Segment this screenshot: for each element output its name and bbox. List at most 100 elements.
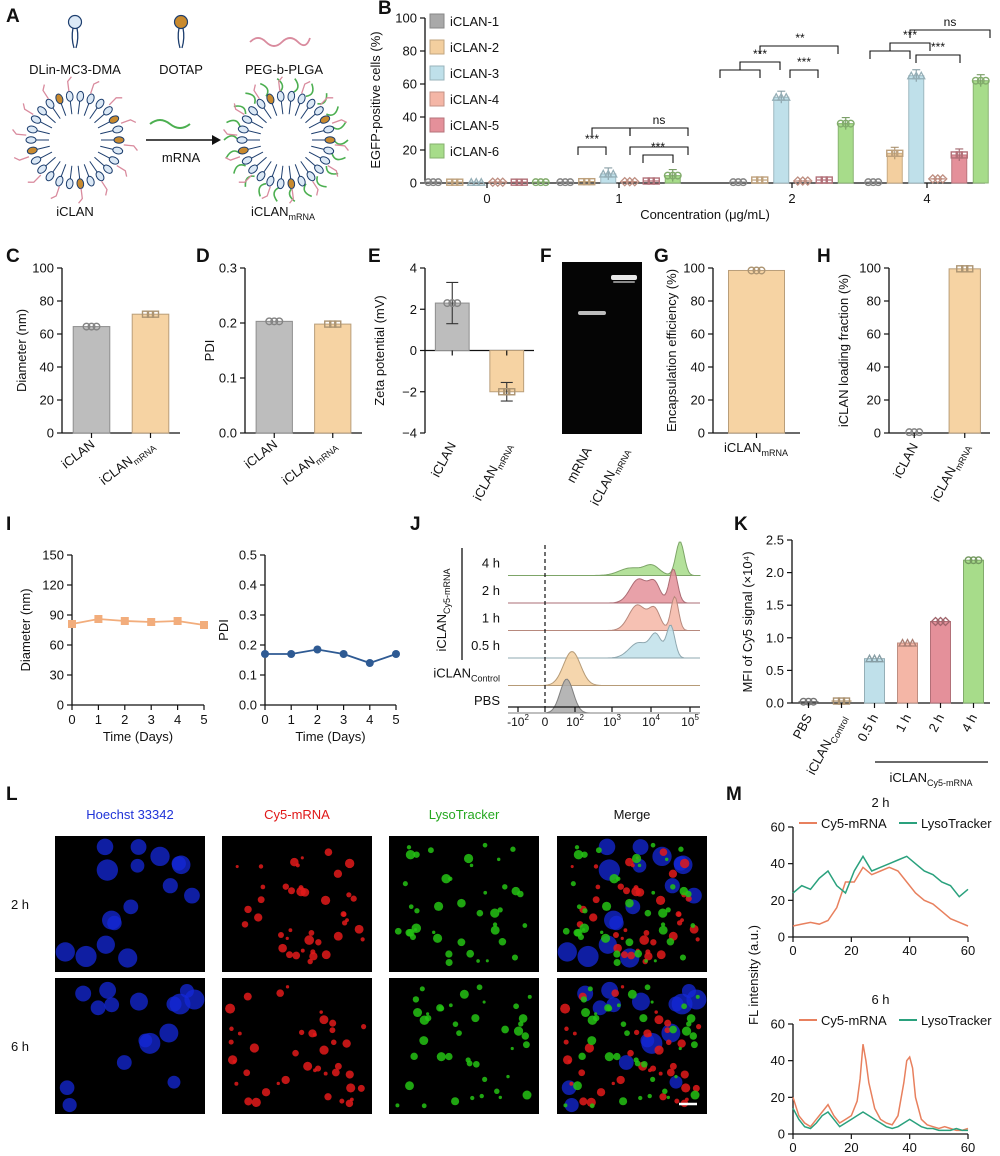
mrna-strand [259,82,269,97]
y-tick-label: 40 [40,360,54,375]
lipid-head [314,164,324,174]
fluorescence-spot [498,1095,503,1100]
fluorescence-spot [621,951,628,959]
fluorescence-spot [307,958,313,965]
fluorescence-spot [456,1030,462,1036]
fluorescence-spot [445,1052,453,1061]
data-point [424,178,433,187]
fluorescence-spot [342,1039,351,1048]
fluorescence-spot [395,1103,400,1108]
y-tick-label: 0 [874,426,881,441]
fluorescence-spot [580,996,588,1003]
lipid-icon [173,14,189,30]
x-tick-label: 20 [844,1140,858,1155]
lipid-head [26,146,38,155]
significance-bracket [869,50,911,59]
fluorescence-spot [666,1068,675,1077]
data-point [265,317,274,326]
x-tick-label: iCLAN [890,440,921,480]
row-label: PBS [474,693,500,708]
fluorescence-spot [664,857,669,862]
fluorescence-spot [476,909,484,917]
lipid-head [95,98,105,109]
fluorescence-spot [479,1093,484,1099]
fluorescence-spot [427,847,434,854]
fluorescence-spot [579,1097,588,1106]
fluorescence-spot [647,1093,652,1099]
fluorescence-spot [658,908,668,918]
y-tick-label: 60 [867,327,881,342]
data-point [739,178,748,187]
fluorescence-spot [567,1059,572,1064]
row-label: 0.5 h [471,638,500,653]
fluorescence-spot [689,1032,698,1040]
fluorescence-spot [592,1014,600,1022]
fluorescence-spot [130,858,145,873]
significance-bracket [629,146,689,155]
y-tick-label: 0.4 [239,578,257,593]
fluorescence-spot [482,1076,488,1082]
data-point [846,119,855,128]
fluorescence-spot [592,1000,608,1016]
data-point [583,177,591,186]
fluorescence-spot [59,1080,75,1095]
lipid-head [241,156,253,165]
row-label: iCLANControl [433,666,500,684]
data-point [92,322,101,331]
fluorescence-spot [600,930,604,935]
mrna-strand [244,175,255,187]
data-point [751,176,759,184]
fluorescence-spot [631,992,650,1011]
arrow-right-icon [212,135,221,145]
peg-chain [327,165,339,177]
fluorescence-spot [510,1046,514,1051]
peg-chain [116,165,128,177]
fluorescence-spot [650,842,656,848]
fluorescence-spot [497,907,503,913]
y-axis-label: Encapsulation efficiency (%) [664,269,679,432]
peg-chain [22,103,34,115]
bar [773,96,790,184]
peg-chain [50,186,60,200]
component-label: DLin-MC3-DMA [29,62,121,77]
data-point [937,173,948,184]
x-tick-label: 103 [603,713,621,729]
fluorescence-spot [344,858,355,869]
gel-band [578,311,606,315]
data-point [598,169,608,178]
lipid-head [45,171,55,182]
lane-label: iCLANmRNA [587,444,633,509]
fluorescence-spot [631,853,642,864]
y-axis-label: PDI [202,340,217,362]
data-point [902,638,913,647]
x-axis-label: Time (Days) [103,729,173,744]
fluorescence-spot [611,1081,615,1086]
x-tick-label: 0 [789,1140,796,1155]
panel-letter: L [6,784,18,805]
fluorescence-spot [578,1052,586,1061]
fluorescence-spot [424,1014,432,1022]
fluorescence-spot [627,951,636,960]
y-tick-label: 0 [410,343,417,358]
fluorescence-spot [319,1010,323,1014]
fluorescence-spot [579,923,590,933]
data-point [561,178,570,187]
data-point [146,310,155,318]
data-point [508,388,516,396]
fluorescence-spot [654,1045,664,1055]
lipid-head [86,175,95,187]
fluorescence-spot [644,909,652,917]
chart-title: 2 h [871,795,889,810]
fluorescence-spot [613,943,622,953]
fluorescence-spot [513,1026,524,1036]
gel-band [613,281,635,283]
x-tick-label: 2 h [925,711,947,734]
fluorescence-spot [469,863,474,868]
fluorescence-spot [660,922,666,927]
legend-swatch [429,143,445,159]
fluorescence-spot [594,1012,598,1016]
data-point [642,177,650,185]
y-tick-label: 20 [691,393,705,408]
data-point [520,178,528,186]
peg-chain [253,84,260,100]
